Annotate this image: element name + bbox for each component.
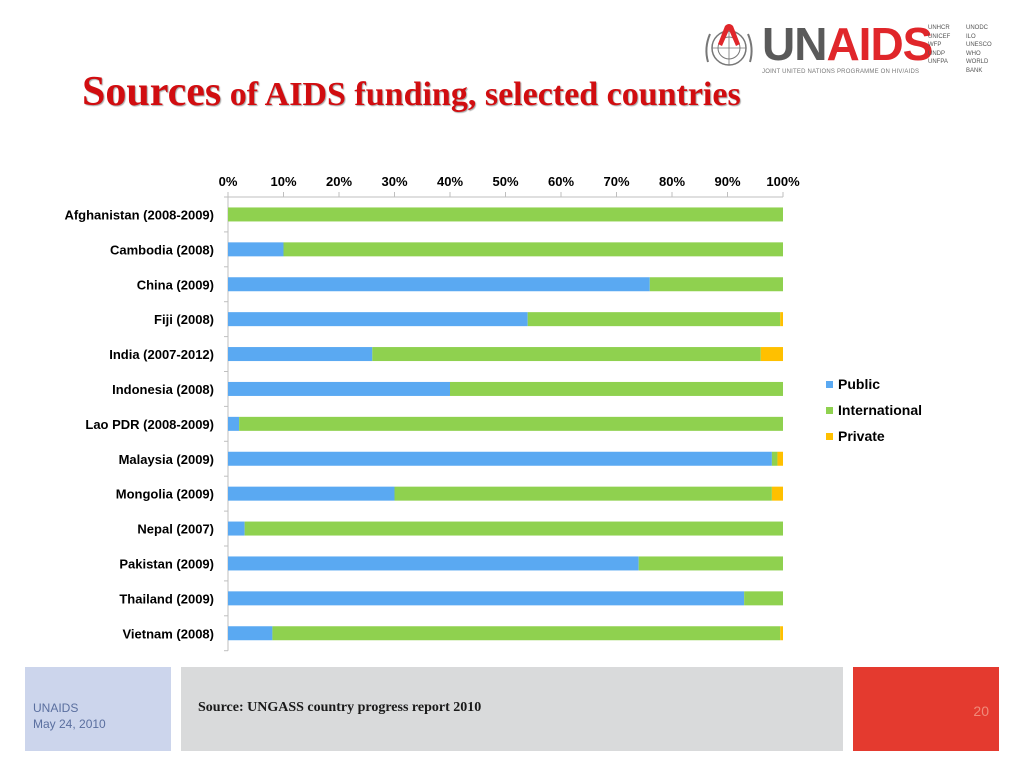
x-tick-label: 20% — [326, 174, 352, 189]
x-tick-label: 80% — [659, 174, 685, 189]
bar-public — [228, 277, 650, 292]
title-emphasis: Sources — [82, 69, 222, 115]
bar-public — [228, 556, 639, 571]
bar-private — [780, 312, 783, 327]
bar-international — [372, 347, 761, 362]
bar-public — [228, 242, 284, 257]
bar-public — [228, 521, 245, 536]
category-label: China (2009) — [137, 277, 214, 292]
logo-agency-3: ILO — [966, 33, 976, 40]
legend-swatch-public — [826, 381, 833, 388]
bar-international — [527, 312, 781, 327]
logo-agency-7: WHO — [966, 50, 981, 57]
footer-date: May 24, 2010 — [33, 717, 106, 731]
bar-private — [780, 626, 783, 641]
category-label: Malaysia (2009) — [119, 452, 214, 467]
category-label: Lao PDR (2008-2009) — [85, 417, 214, 432]
bar-international — [771, 451, 778, 466]
logo-agency-5: UNESCO — [966, 42, 992, 48]
funding-sources-chart: 0% 10% 20% 30% 40% 50% 60% 70% 80% 90% 100% Afghani… — [64, 174, 922, 652]
legend-label: Private — [838, 428, 885, 444]
legend-label: International — [838, 402, 922, 418]
bar-public — [228, 626, 273, 641]
logo-agency-6: UNDP — [928, 50, 946, 57]
category-label: Nepal (2007) — [137, 522, 214, 537]
category-label: Thailand (2009) — [119, 591, 214, 606]
legend-label: Public — [838, 376, 880, 392]
logo-agency-9: WORLD BANK — [966, 59, 989, 74]
bar-international — [638, 556, 783, 571]
bar-international — [239, 416, 784, 431]
x-tick-label: 70% — [603, 174, 629, 189]
logo-agency-0: UNHCR — [928, 25, 950, 31]
logo-agency-8: UNFPA — [928, 59, 948, 65]
bar-public — [228, 451, 772, 466]
category-label: Vietnam (2008) — [122, 626, 214, 641]
bar-international — [283, 242, 783, 257]
bar-international — [394, 486, 772, 501]
legend-swatch-international — [826, 407, 833, 414]
logo-wordmark: UNAIDS — [762, 18, 933, 70]
x-tick-label: 10% — [270, 174, 296, 189]
bar-public — [228, 312, 528, 327]
x-tick-label: 0% — [219, 174, 238, 189]
category-label: Pakistan (2009) — [119, 556, 214, 571]
bar-international — [244, 521, 783, 536]
bar-international — [450, 381, 783, 396]
source-note: Source: UNGASS country progress report 2… — [198, 700, 482, 715]
footer-source-panel: Source: UNGASS country progress report 2… — [181, 667, 843, 751]
bar-international — [228, 207, 783, 222]
logo-un: UN — [762, 18, 827, 70]
bar-international — [649, 277, 783, 292]
footer-org: UNAIDS — [33, 701, 79, 715]
unaids-logo: UNAIDS JOINT UNITED NATIONS PROGRAMME ON… — [700, 18, 1010, 80]
slide-title: Sources of AIDS funding, selected countr… — [82, 68, 741, 116]
x-tick-label: 30% — [381, 174, 407, 189]
footer-left-panel: UNAIDS May 24, 2010 — [25, 667, 171, 751]
footer-right-panel: 20 — [853, 667, 999, 751]
logo-aids: AIDS — [826, 18, 933, 70]
page-number: 20 — [973, 703, 989, 719]
bar-public — [228, 591, 745, 606]
category-label: Indonesia (2008) — [112, 382, 214, 397]
logo-agencies: UNHCR UNODC UNICEF ILO WFP UNESCO UNDP WHO UNFPA… — [928, 24, 1008, 75]
logo-agency-2: UNICEF — [928, 33, 951, 40]
logo-tagline: JOINT UNITED NATIONS PROGRAMME ON HIV/AI… — [762, 69, 920, 75]
logo-agency-4: WFP — [928, 42, 942, 48]
category-label: Afghanistan (2008-2009) — [64, 207, 214, 222]
category-label: India (2007-2012) — [109, 347, 214, 362]
bar-international — [744, 591, 783, 606]
x-tick-label: 90% — [714, 174, 740, 189]
logo-agency-1: UNODC — [966, 25, 988, 31]
bar-private — [777, 451, 783, 466]
category-label: Cambodia (2008) — [110, 242, 214, 257]
legend-swatch-private — [826, 433, 833, 440]
bar-public — [228, 416, 240, 431]
category-label: Mongolia (2009) — [116, 487, 214, 502]
un-emblem-icon — [705, 24, 753, 66]
category-label: Fiji (2008) — [154, 312, 214, 327]
x-tick-label: 100% — [766, 174, 800, 189]
x-tick-label: 40% — [437, 174, 463, 189]
bar-private — [760, 347, 783, 362]
bar-public — [228, 486, 395, 501]
bar-private — [771, 486, 783, 501]
bar-public — [228, 381, 450, 396]
bar-international — [272, 626, 781, 641]
title-rest: of AIDS funding, selected countries — [221, 76, 741, 113]
x-tick-label: 50% — [492, 174, 518, 189]
x-tick-label: 60% — [548, 174, 574, 189]
bar-public — [228, 347, 373, 362]
